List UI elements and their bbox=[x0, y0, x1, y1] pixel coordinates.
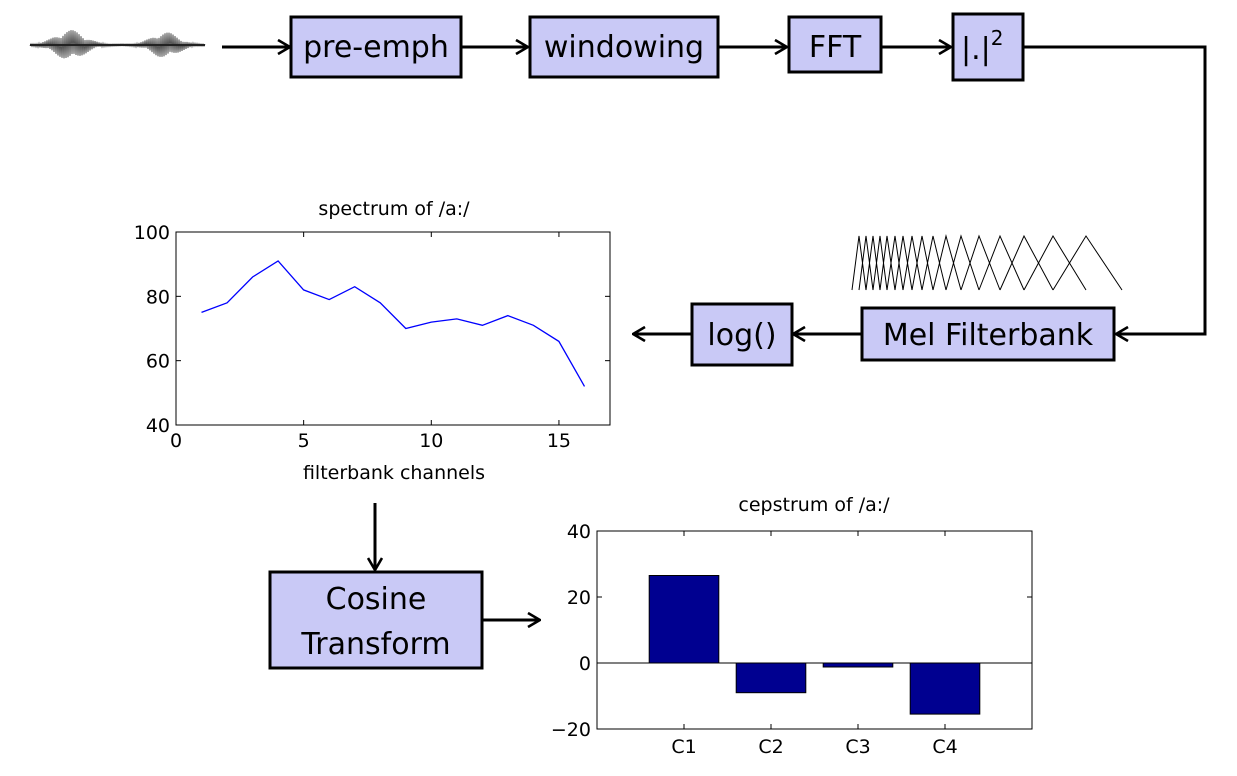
cepstrum-y-tick-label: −20 bbox=[551, 719, 591, 741]
mel-filter-triangle bbox=[932, 234, 962, 291]
speech-waveform-icon bbox=[29, 30, 206, 59]
mel-filter-triangle bbox=[865, 235, 881, 291]
mel-filter-triangle bbox=[945, 234, 980, 291]
mel-filterbank-label: Mel Filterbank bbox=[883, 318, 1094, 353]
mel-filter-triangle bbox=[960, 234, 1001, 291]
cepstrum-y-tick-label: 20 bbox=[567, 587, 591, 609]
log-label: log() bbox=[707, 318, 776, 353]
pre-emph-block: pre-emph bbox=[289, 15, 463, 79]
spectrum-x-tick-label: 5 bbox=[298, 430, 310, 452]
mel-filter-triangle bbox=[1023, 234, 1087, 291]
cepstrum-x-tick-label: C3 bbox=[845, 736, 870, 758]
spectrum-chart: spectrum of /a:/ filterbank channels 40 6… bbox=[134, 198, 611, 484]
fft-block: FFT bbox=[787, 15, 883, 74]
mel-filterbank-block: Mel Filterbank bbox=[860, 306, 1116, 362]
pre-emph-label: pre-emph bbox=[303, 30, 449, 65]
mel-filter-triangle bbox=[894, 235, 913, 291]
power-label: |.|2 bbox=[961, 26, 1004, 67]
mel-filter-triangle bbox=[851, 235, 867, 291]
cepstrum-chart: cepstrum of /a:/ −20 0 20 40 C1 C2 C3 C4 bbox=[551, 494, 1033, 758]
fft-label: FFT bbox=[809, 30, 862, 65]
cepstrum-y-tick-label: 0 bbox=[579, 653, 591, 675]
cepstrum-bar bbox=[735, 662, 807, 694]
cosine-label-line2: Transform bbox=[300, 627, 450, 662]
spectrum-series-line bbox=[201, 260, 586, 387]
spectrum-y-tick-label: 80 bbox=[146, 286, 170, 308]
spectrum-x-tick-label: 15 bbox=[547, 430, 571, 452]
log-block: log() bbox=[690, 302, 794, 367]
mel-filter-triangle bbox=[911, 235, 934, 291]
mel-filters-icon bbox=[851, 234, 1123, 291]
power-exponent: 2 bbox=[991, 26, 1004, 50]
cosine-label-line1: Cosine bbox=[326, 582, 427, 617]
arrow-power-to-melfilterbank bbox=[1023, 45, 1207, 334]
spectrum-title: spectrum of /a:/ bbox=[318, 198, 470, 220]
spectrum-y-tick-label: 40 bbox=[146, 415, 170, 437]
cepstrum-bar bbox=[909, 662, 981, 715]
spectrum-x-tick-label: 0 bbox=[170, 430, 182, 452]
windowing-block: windowing bbox=[528, 15, 720, 79]
spectrum-plot-frame bbox=[175, 231, 611, 426]
mel-filter-triangle bbox=[872, 235, 888, 291]
mel-filter-triangle bbox=[858, 235, 874, 291]
mel-filter-triangle bbox=[1052, 235, 1123, 291]
spectrum-x-label: filterbank channels bbox=[303, 462, 485, 484]
spectrum-y-tick-label: 60 bbox=[146, 351, 170, 373]
cepstrum-title: cepstrum of /a:/ bbox=[738, 494, 890, 516]
spectrum-y-tick-label: 100 bbox=[134, 222, 170, 244]
cepstrum-bar bbox=[822, 662, 894, 668]
cepstrum-plot-frame bbox=[596, 530, 1033, 730]
mel-filter-triangle bbox=[902, 235, 923, 291]
windowing-label: windowing bbox=[544, 30, 704, 65]
mel-filter-triangle bbox=[879, 235, 896, 291]
cepstrum-bar bbox=[648, 575, 720, 664]
cepstrum-x-tick-label: C1 bbox=[671, 736, 696, 758]
mel-filter-triangle bbox=[886, 235, 904, 291]
cepstrum-y-tick-label: 40 bbox=[567, 521, 591, 543]
power-block: |.|2 bbox=[951, 12, 1025, 82]
cepstrum-x-tick-label: C4 bbox=[932, 736, 957, 758]
mel-filter-triangle bbox=[978, 234, 1025, 291]
cosine-transform-block: Cosine Transform bbox=[268, 570, 484, 670]
power-base: |.| bbox=[961, 32, 991, 67]
spectrum-x-tick-label: 10 bbox=[419, 430, 443, 452]
cepstrum-x-tick-label: C2 bbox=[758, 736, 783, 758]
mel-filter-triangle bbox=[921, 235, 947, 291]
mel-filter-triangle bbox=[999, 234, 1054, 291]
